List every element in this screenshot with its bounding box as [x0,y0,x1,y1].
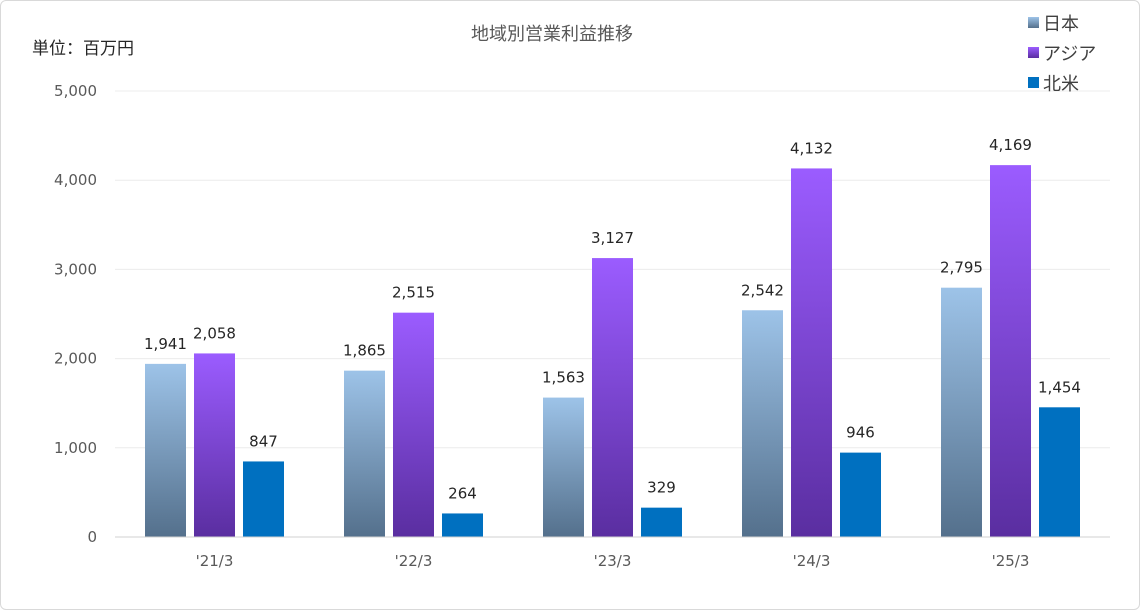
data-label-asia: 4,169 [989,136,1032,154]
data-label-north-america: 264 [448,484,477,502]
legend-label-north-america: 北米 [1043,74,1079,95]
bar-asia [393,312,434,537]
data-label-asia: 2,058 [193,324,236,342]
x-tick-label: '22/3 [395,552,433,570]
legend-label-asia: アジア [1043,44,1096,65]
data-label-asia: 3,127 [591,229,634,247]
y-tick-label: 3,000 [54,260,97,278]
bar-north-america [442,513,483,537]
data-label-japan: 1,941 [144,335,187,353]
data-label-japan: 1,865 [343,342,386,360]
x-tick-label: '23/3 [594,552,632,570]
bar-japan [543,397,584,537]
data-label-japan: 2,542 [741,281,784,299]
data-label-north-america: 1,454 [1038,378,1081,396]
data-label-north-america: 329 [647,479,676,497]
chart-title: 地域別営業利益推移 [471,24,633,45]
bar-asia [194,353,235,537]
bar-asia [791,168,832,537]
bar-north-america [243,461,284,537]
bar-japan [145,363,186,537]
y-tick-label: 1,000 [54,439,97,457]
y-tick-label: 5,000 [54,82,97,100]
legend-swatch-japan [1028,17,1039,28]
data-label-asia: 4,132 [790,139,833,157]
x-tick-label: '24/3 [793,552,831,570]
legend-swatch-asia [1028,47,1039,58]
bar-japan [344,370,385,537]
x-tick-label: '21/3 [196,552,234,570]
data-label-north-america: 946 [846,424,875,442]
y-tick-label: 0 [87,528,97,546]
bar-japan [742,310,783,537]
bar-north-america [840,452,881,537]
data-labels: 1,941 2,058 847 1,865 2,515 264 1,563 3,127 329 2… [144,136,1081,502]
y-axis-ticks: 0 1,000 2,000 3,000 4,000 5,000 [54,82,97,546]
legend-label-japan: 日本 [1043,14,1079,35]
x-axis-ticks: '21/3 '22/3 '23/3 '24/3 '25/3 [196,552,1030,570]
y-tick-label: 2,000 [54,350,97,368]
legend: 日本 アジア 北米 [1028,14,1096,95]
unit-label: 単位：百万円 [32,39,134,59]
bar-asia [592,258,633,537]
bar-north-america [1039,407,1080,537]
bar-asia [990,165,1031,538]
data-label-north-america: 847 [249,432,278,450]
legend-swatch-north-america [1028,77,1039,88]
bar-north-america [641,507,682,537]
bars [145,165,1080,538]
data-label-japan: 1,563 [542,369,585,387]
bar-japan [941,287,982,537]
data-label-japan: 2,795 [940,259,983,277]
data-label-asia: 2,515 [392,284,435,302]
x-tick-label: '25/3 [992,552,1030,570]
y-tick-label: 4,000 [54,171,97,189]
